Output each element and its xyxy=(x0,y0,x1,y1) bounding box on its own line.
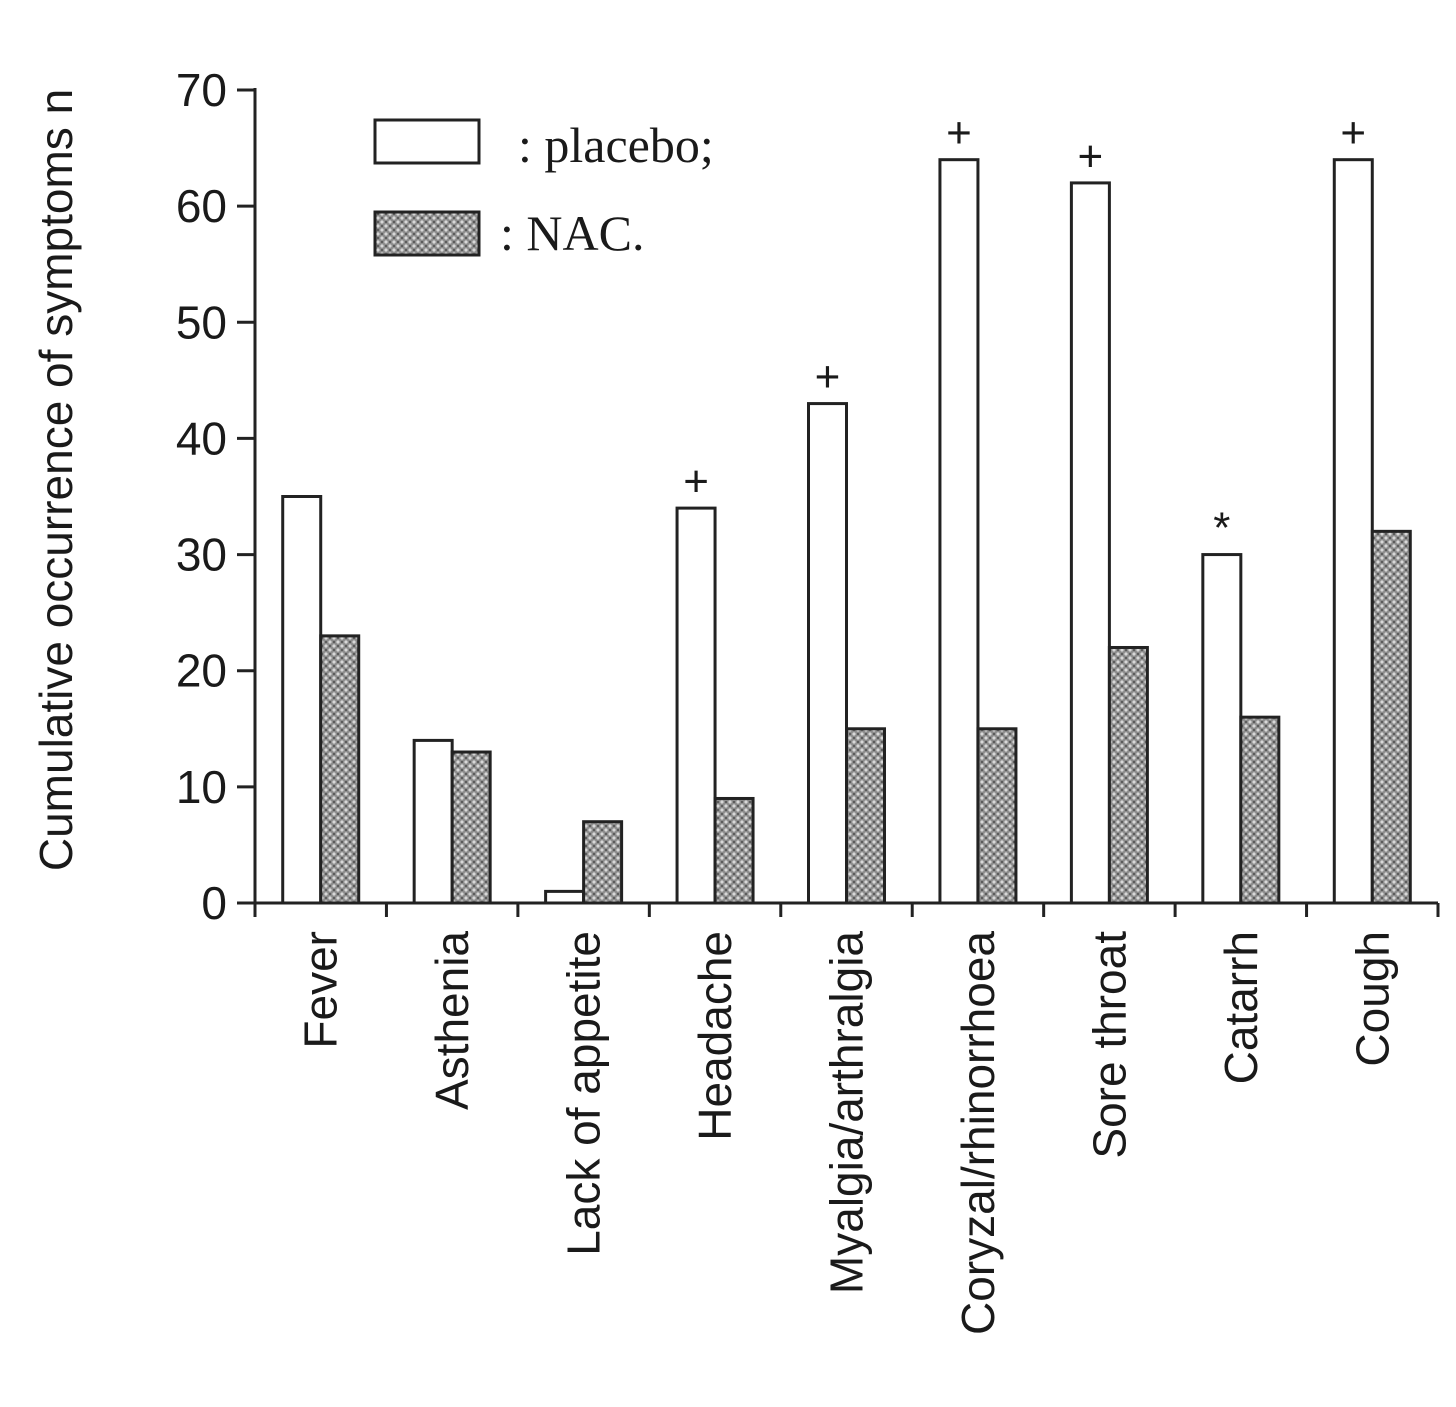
significance-marker: + xyxy=(683,457,709,506)
bar-nac-1 xyxy=(450,750,492,905)
significance-marker: + xyxy=(946,109,972,158)
significance-marker: + xyxy=(815,353,841,402)
y-tick-label: 10 xyxy=(176,761,227,813)
bar-nac-6 xyxy=(1107,645,1149,905)
y-tick-label: 60 xyxy=(176,180,227,232)
bar-nac-5 xyxy=(976,727,1018,905)
y-axis-label: Cumulative occurrence of symptoms n xyxy=(30,89,82,871)
category-label: Headache xyxy=(689,931,741,1141)
category-label: Myalgia/arthralgia xyxy=(821,931,873,1294)
bar-nac-7 xyxy=(1239,715,1281,905)
category-label: Cough xyxy=(1346,931,1398,1067)
y-tick-label: 30 xyxy=(176,529,227,581)
bar-placebo-2 xyxy=(544,889,586,905)
legend-swatch-placebo xyxy=(373,118,481,165)
category-label: Asthenia xyxy=(426,931,478,1110)
legend-swatch-nac xyxy=(373,210,481,257)
category-label: Fever xyxy=(295,931,347,1049)
legend: : placebo; : NAC. xyxy=(373,117,714,261)
significance-marker: + xyxy=(1340,109,1366,158)
bar-placebo-0 xyxy=(281,495,323,905)
bar-nac-3 xyxy=(713,796,755,905)
legend-label-nac: : NAC. xyxy=(500,205,644,261)
bar-placebo-1 xyxy=(412,738,454,905)
y-tick-label: 50 xyxy=(176,296,227,348)
bar-placebo-6 xyxy=(1069,181,1111,905)
bar-placebo-5 xyxy=(938,158,980,905)
category-label: Catarrh xyxy=(1215,931,1267,1084)
legend-label-placebo: : placebo; xyxy=(518,117,714,173)
y-tick-label: 0 xyxy=(201,877,227,929)
axes: 0 10 20 30 40 50 60 70 xyxy=(176,64,1440,929)
bar-placebo-8 xyxy=(1332,158,1374,905)
significance-markers: + + + + * + xyxy=(683,109,1366,553)
bar-nac-4 xyxy=(845,727,886,905)
bar-nac-2 xyxy=(582,820,624,905)
bar-placebo-3 xyxy=(675,506,717,905)
significance-marker: + xyxy=(1078,132,1104,181)
significance-marker: * xyxy=(1213,504,1230,553)
category-labels: Fever Asthenia Lack of appetite Headache Mya… xyxy=(295,931,1399,1335)
bar-placebo-7 xyxy=(1201,553,1243,905)
category-label: Lack of appetite xyxy=(558,931,610,1256)
category-label: Sore throat xyxy=(1083,931,1135,1159)
bar-placebo-4 xyxy=(807,402,848,905)
bar-nac-8 xyxy=(1370,529,1412,905)
bars xyxy=(281,158,1412,905)
bar-nac-0 xyxy=(319,634,361,905)
y-tick-label: 20 xyxy=(176,645,227,697)
y-tick-label: 70 xyxy=(176,64,227,116)
category-label: Coryzal/rhinorrhoea xyxy=(952,931,1004,1335)
y-tick-label: 40 xyxy=(176,412,227,464)
